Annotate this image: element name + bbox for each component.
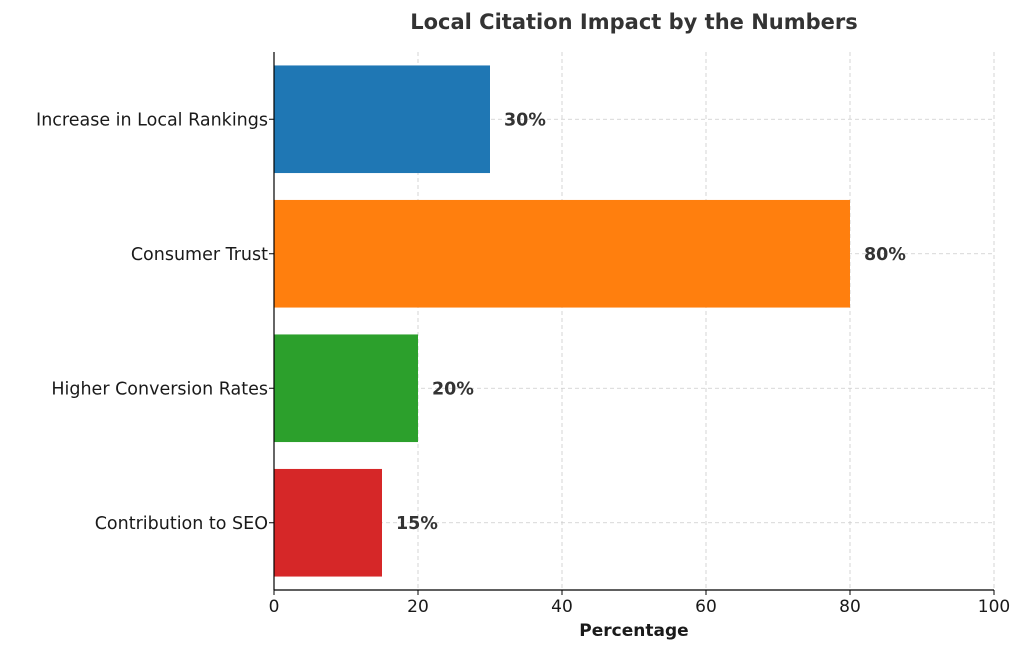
bar-2 <box>274 334 418 443</box>
x-tick-label-4: 80 <box>839 597 861 617</box>
x-tick-label-5: 100 <box>978 597 1010 617</box>
data-label-0: 30% <box>504 110 546 130</box>
bars <box>274 65 850 577</box>
x-tick-label-1: 20 <box>407 597 429 617</box>
bar-1 <box>274 199 850 308</box>
category-label-1: Consumer Trust <box>131 245 268 265</box>
x-axis-label: Percentage <box>579 621 688 641</box>
data-label-2: 20% <box>432 379 474 399</box>
category-label-3: Contribution to SEO <box>95 514 268 534</box>
category-label-0: Increase in Local Rankings <box>36 110 268 130</box>
data-labels: 30% 80% 20% 15% <box>396 110 906 534</box>
x-ticks: 0 20 40 60 80 100 <box>269 590 1010 617</box>
bar-0 <box>274 65 490 174</box>
data-label-3: 15% <box>396 514 438 534</box>
axes <box>273 52 994 591</box>
chart-title: Local Citation Impact by the Numbers <box>410 10 858 34</box>
data-label-1: 80% <box>864 245 906 265</box>
category-label-2: Higher Conversion Rates <box>51 379 268 399</box>
y-categories: Increase in Local Rankings Consumer Trust… <box>36 110 274 534</box>
x-tick-label-2: 40 <box>551 597 573 617</box>
bar-3 <box>274 468 382 577</box>
x-tick-label-0: 0 <box>269 597 280 617</box>
x-tick-label-3: 60 <box>695 597 717 617</box>
